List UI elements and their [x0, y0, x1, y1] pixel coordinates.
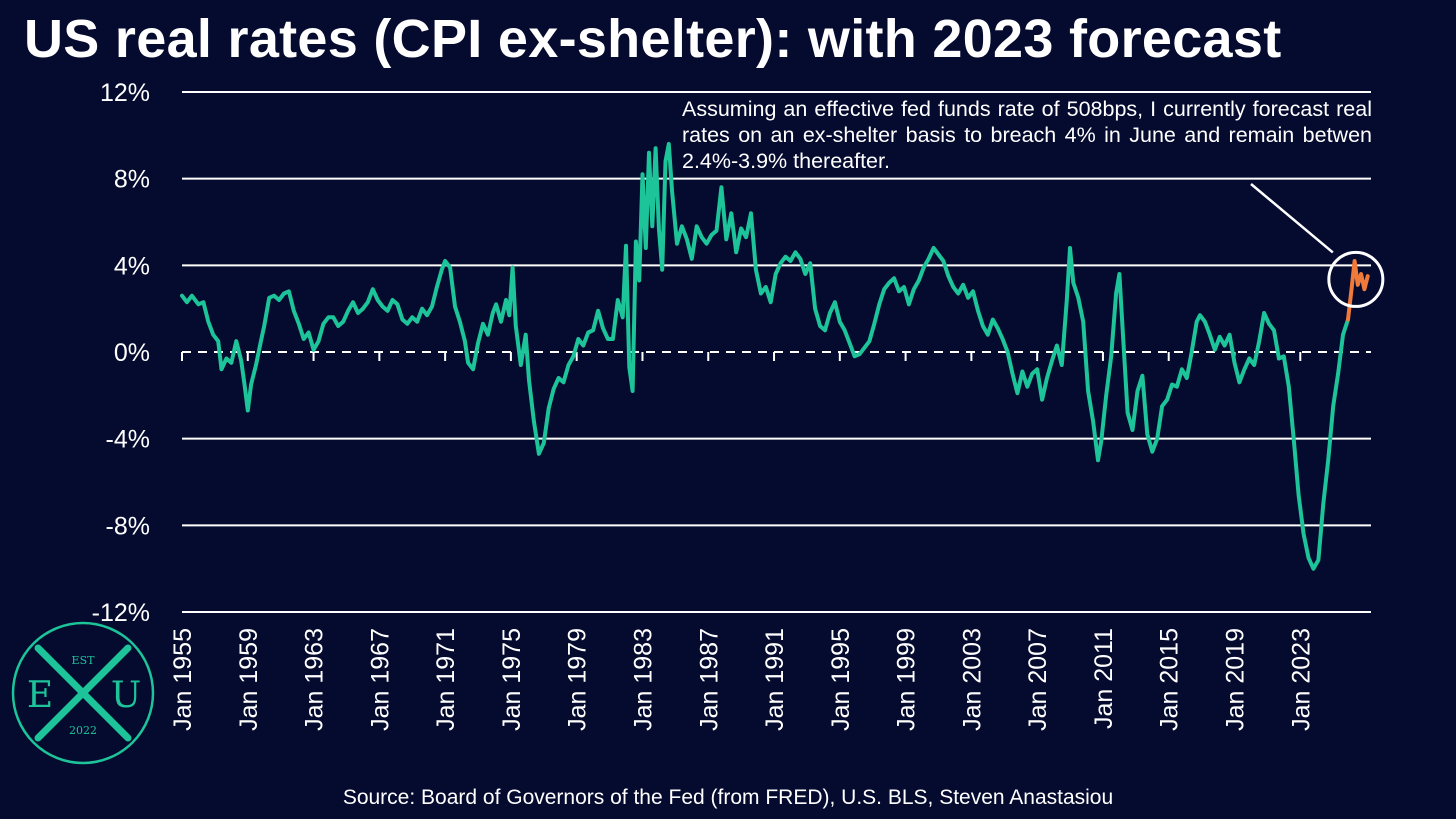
x-tick-label: Jan 2015 [1156, 628, 1184, 731]
y-axis-labels: 12% 8% 4% 0% -4% -8% -12% [92, 79, 150, 627]
x-tick-label: Jan 1995 [827, 628, 855, 731]
y-tick-label: 0% [114, 339, 150, 367]
y-tick-label: -4% [106, 426, 150, 454]
x-tick-label: Jan 1979 [564, 628, 592, 731]
x-tick-label: Jan 1983 [629, 628, 657, 731]
forecast-annotation: Assuming an effective fed funds rate of … [682, 97, 1372, 173]
y-tick-label: 8% [114, 166, 150, 194]
y-tick-label: 12% [100, 79, 150, 107]
x-tick-label: Jan 1971 [432, 628, 460, 731]
x-tick-label: Jan 2023 [1287, 628, 1315, 731]
x-tick-label: Jan 2011 [1090, 628, 1118, 729]
x-tick-label: Jan 1987 [695, 628, 723, 731]
exu-logo: EST E U 2022 [11, 621, 155, 765]
forecast-highlight-circle [1327, 250, 1385, 308]
x-tick-label: Jan 1975 [498, 628, 526, 731]
source-note: Source: Board of Governors of the Fed (f… [342, 786, 1114, 809]
x-tick-label: Jan 1999 [893, 628, 921, 731]
x-tick-label: Jan 2007 [1024, 628, 1052, 731]
y-tick-label: 4% [114, 252, 150, 280]
logo-cross-b [34, 644, 132, 742]
logo-letter-u: U [111, 675, 141, 716]
x-tick-label: Jan 1959 [235, 628, 263, 731]
logo-est: EST [72, 654, 96, 667]
logo-year: 2022 [69, 724, 97, 737]
logo-letter-e: E [27, 675, 53, 716]
x-tick-label: Jan 1967 [366, 628, 394, 731]
x-axis-ticks [181, 352, 1302, 361]
series-lines [180, 142, 1370, 571]
logo-ring [11, 621, 155, 765]
chart-title: US real rates (CPI ex-shelter): with 202… [24, 9, 1282, 69]
forecast-series-line [1346, 259, 1370, 322]
annotation-pointer [1250, 183, 1334, 254]
x-tick-label: Jan 2003 [958, 628, 986, 731]
y-tick-label: -12% [92, 599, 150, 627]
x-axis-labels: Jan 1955 Jan 1959 Jan 1963 Jan 1967 Jan 1971… [169, 628, 1315, 731]
history-series-line [180, 142, 1350, 571]
x-tick-label: Jan 1963 [301, 628, 329, 731]
x-tick-label: Jan 1955 [169, 628, 197, 731]
x-tick-label: Jan 2019 [1222, 628, 1250, 731]
x-tick-label: Jan 1991 [761, 628, 789, 731]
y-tick-label: -8% [106, 512, 150, 540]
